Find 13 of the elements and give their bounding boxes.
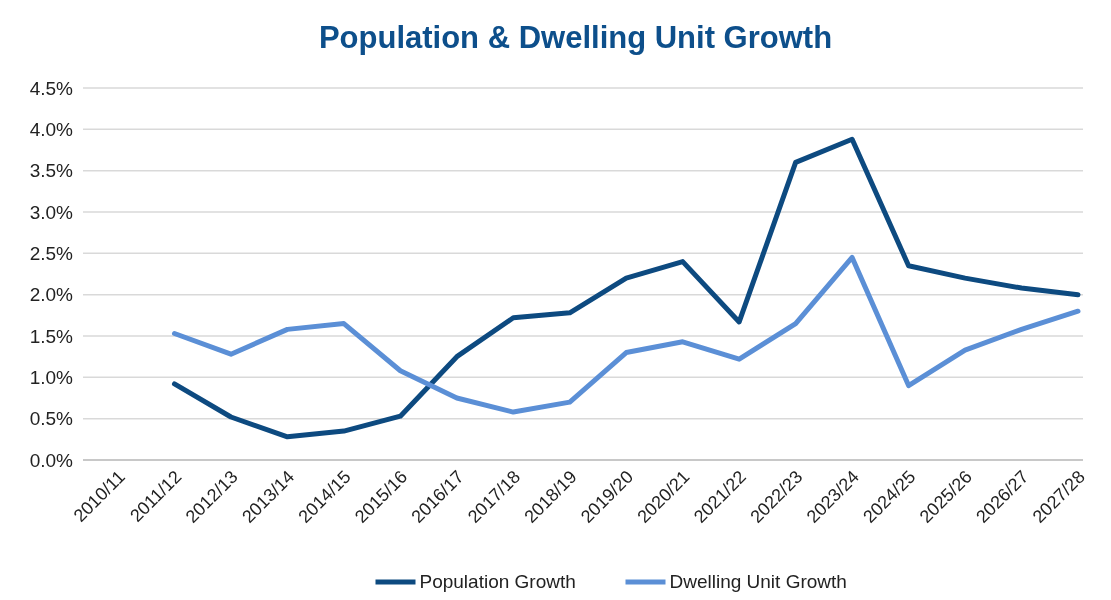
y-tick-label: 1.5% xyxy=(29,325,74,347)
y-tick-label: 0.5% xyxy=(29,408,74,430)
y-tick-label: 4.0% xyxy=(29,118,74,140)
y-tick-label: 3.0% xyxy=(29,201,74,223)
legend-label: Population Growth xyxy=(419,571,576,592)
y-tick-label: 0.0% xyxy=(29,449,74,471)
y-tick-label: 4.5% xyxy=(29,77,74,99)
chart-title: Population & Dwelling Unit Growth xyxy=(318,20,833,55)
legend-label: Dwelling Unit Growth xyxy=(669,571,847,592)
y-tick-label: 2.5% xyxy=(29,242,74,264)
y-tick-label: 1.0% xyxy=(29,366,74,388)
y-tick-label: 3.5% xyxy=(29,160,74,182)
y-tick-label: 2.0% xyxy=(29,284,74,306)
